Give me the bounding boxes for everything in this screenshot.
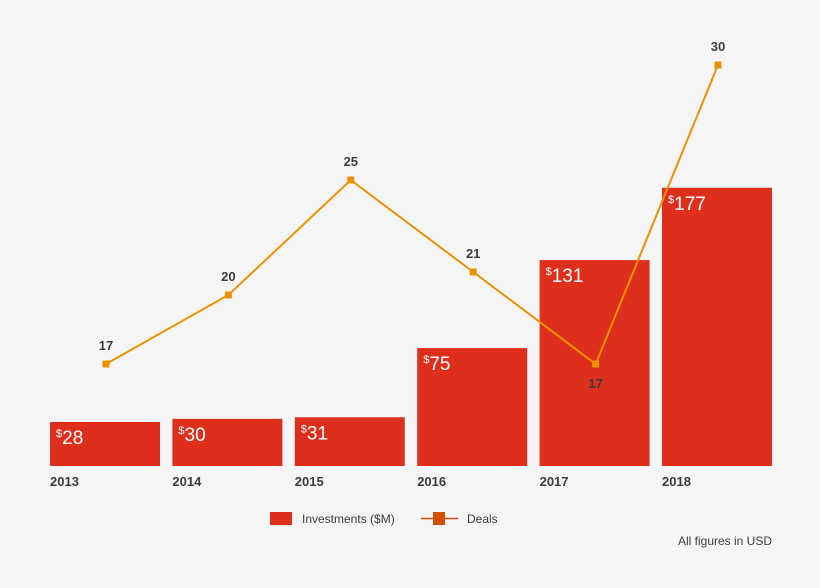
bar-2018 [662,187,772,467]
deals-label-2016: 21 [466,246,480,261]
bar-label-2016: $75 [423,354,450,375]
x-tick-2018: 2018 [662,474,691,489]
deals-label-2018: 30 [711,39,725,54]
x-tick-2013: 2013 [50,474,79,489]
deals-label-2014: 20 [221,269,235,284]
legend-marker-deals [433,512,445,525]
bar-label-2014: $30 [178,425,205,446]
legend: Investments ($M) Deals [270,512,498,526]
bar-label-2017: $131 [546,266,584,287]
legend-label-deals: Deals [467,512,498,526]
deals-label-2017: 17 [588,376,602,391]
deals-label-2015: 25 [344,154,358,169]
legend-swatch-investments [270,512,292,525]
x-tick-2016: 2016 [417,474,446,489]
deals-line: 17 20 25 21 17 30 [99,39,725,391]
bar-label-2013: $28 [56,428,83,449]
deals-point-2015 [347,176,355,184]
bar-2013 [50,421,160,466]
deals-polyline [105,64,719,366]
bar-2015 [294,417,405,466]
deals-point-2018 [714,61,722,69]
x-tick-2015: 2015 [295,474,324,489]
bar-2016 [417,348,528,466]
footnote: All figures in USD [678,534,772,548]
deals-label-2013: 17 [99,338,113,353]
deals-point-2013 [102,360,110,368]
bar-label-2015: $31 [301,423,328,444]
bars: $282013$302014$312015$752016$1312017$177… [50,187,772,489]
deals-point-2014 [224,291,232,299]
x-tick-2017: 2017 [540,474,569,489]
x-tick-2014: 2014 [172,474,202,489]
bar-label-2018: $177 [668,194,706,215]
legend-label-investments: Investments ($M) [302,512,395,526]
bar-2014 [172,418,283,466]
deals-point-2016 [469,268,477,276]
deals-point-2017 [592,360,600,368]
